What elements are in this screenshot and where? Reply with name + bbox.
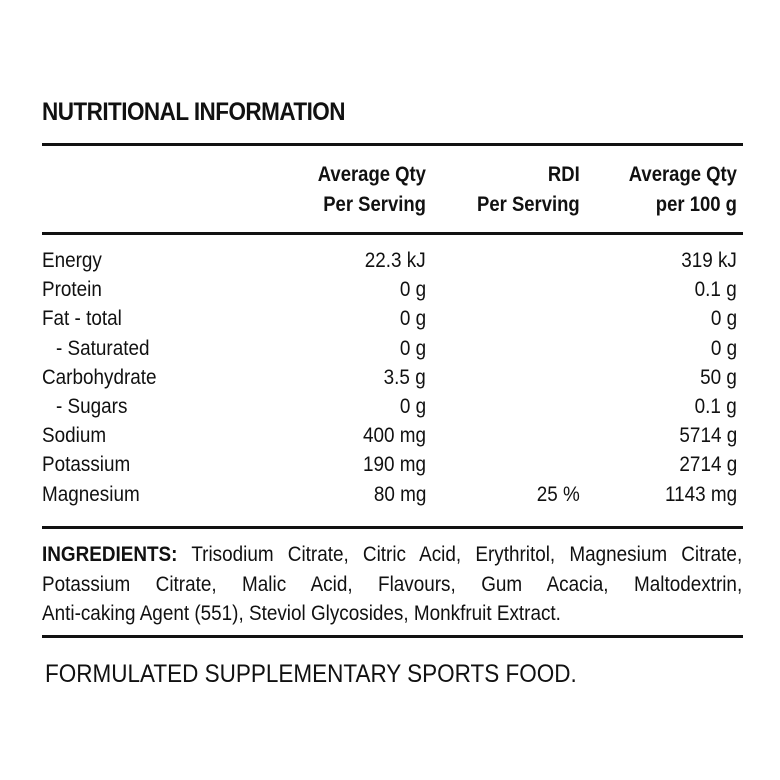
header-rdi: RDI Per Serving [477,160,580,220]
nutrient-name: Protein [42,278,102,302]
header-per-100g-line1: Average Qty [628,163,737,186]
nutrient-name: - Saturated [56,336,150,360]
header-divider [42,232,743,235]
value-per-100g: 0 g [710,336,737,360]
header-per-serving: Average Qty Per Serving [318,160,426,220]
header-per-100g-line2: per 100 g [655,193,737,216]
ingredients-line: Potassium Citrate, Malic Acid, Flavours,… [42,572,743,596]
ingredients-divider [42,635,743,638]
nutrient-name: Potassium [42,453,131,477]
value-per-serving: 0 g [399,394,426,418]
ingredients-line: Anti-caking Agent (551), Steviol Glycosi… [42,602,561,625]
value-per-100g: 5714 g [679,424,737,448]
value-per-serving: 3.5 g [383,365,426,389]
value-per-100g: 1143 mg [664,482,737,506]
ingredients-block: INGREDIENTS: Trisodium Citrate, Citric A… [42,540,744,629]
value-per-serving: 0 g [399,336,426,360]
value-per-100g: 0.1 g [694,278,737,302]
value-rdi: 25 % [536,482,580,506]
nutrient-name: Magnesium [42,482,140,506]
table-row: Potassium 190 mg 2714 g [42,450,743,479]
table-row: Sodium 400 mg 5714 g [42,421,743,450]
nutrient-table: Energy 22.3 kJ 319 kJ Protein 0 g 0.1 g … [42,246,743,509]
value-per-serving: 190 mg [362,453,426,477]
ingredients-text: Trisodium Citrate, Citric Acid, Erythrit… [177,543,743,566]
product-classification: FORMULATED SUPPLEMENTARY SPORTS FOOD. [45,660,577,688]
value-per-100g: 319 kJ [681,249,737,272]
header-per-100g: Average Qty per 100 g [629,160,737,220]
header-rdi-line2: Per Serving [477,193,580,216]
table-row: Carbohydrate 3.5 g 50 g [42,363,743,392]
table-row: Fat - total 0 g 0 g [42,304,743,333]
nutrient-name: Carbohydrate [42,365,157,389]
top-divider [42,143,743,146]
nutrient-name: Sodium [42,424,107,448]
nutrient-name: Energy [42,249,102,272]
header-per-serving-line2: Per Serving [323,193,426,216]
nutrient-name: Fat - total [42,307,122,331]
ingredients-line: INGREDIENTS: Trisodium Citrate, Citric A… [42,540,742,570]
header-rdi-line1: RDI [548,163,580,186]
header-per-serving-line1: Average Qty [317,163,426,186]
value-per-serving: 400 mg [362,424,426,448]
table-bottom-divider [42,526,743,529]
table-row: Energy 22.3 kJ 319 kJ [42,246,743,275]
value-per-100g: 50 g [700,365,737,389]
value-per-100g: 2714 g [679,453,737,477]
table-row: - Sugars 0 g 0.1 g [42,392,743,421]
table-row: - Saturated 0 g 0 g [42,334,743,363]
ingredients-label: INGREDIENTS: [42,543,178,566]
value-per-serving: 80 mg [373,482,426,506]
value-per-serving: 22.3 kJ [365,249,426,272]
value-per-100g: 0 g [710,307,737,331]
panel-title: NUTRITIONAL INFORMATION [42,98,346,126]
value-per-100g: 0.1 g [694,394,737,418]
nutrient-name: - Sugars [56,394,128,418]
value-per-serving: 0 g [399,307,426,331]
value-per-serving: 0 g [399,278,426,302]
table-row: Protein 0 g 0.1 g [42,275,743,304]
table-row: Magnesium 80 mg 25 % 1143 mg [42,480,743,509]
